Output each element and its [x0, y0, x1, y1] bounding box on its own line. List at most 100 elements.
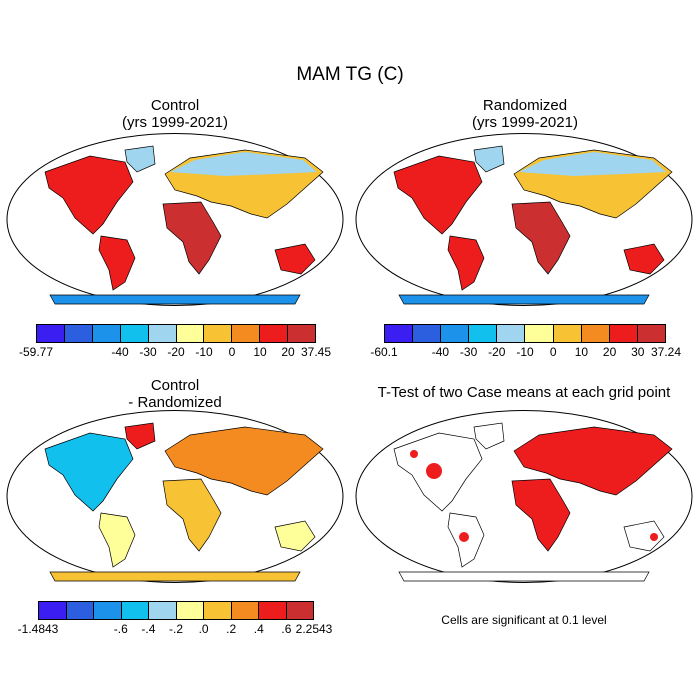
colorbar-tick-label: 30 — [631, 345, 645, 359]
colorbar-tick-label: -40 — [111, 345, 129, 359]
colorbar-tick-label: .2 — [226, 622, 237, 636]
colorbar-swatch — [120, 325, 149, 342]
colorbar-swatch — [148, 325, 177, 342]
colorbar-swatch — [149, 602, 177, 619]
cold-region — [170, 152, 317, 176]
colorbar-tick-label: -40 — [431, 345, 450, 359]
colorbar-swatch — [176, 325, 205, 342]
colorbar-swatch — [286, 602, 313, 619]
randomized-panel-title: Randomized (yrs 1999-2021) — [375, 97, 675, 131]
control-title-line2: (yrs 1999-2021) — [122, 114, 228, 131]
significant-cells — [410, 450, 418, 458]
control-colorbar-ticks: -59.77 -40 -30 -20 -10 0 10 20 37.45 — [19, 345, 331, 361]
colorbar-tick-label: -59.77 — [18, 345, 54, 359]
continent-greenland — [473, 145, 505, 173]
control-colorbar — [36, 324, 316, 343]
colorbar-tick-label: -1.4843 — [17, 622, 59, 636]
continent-north-america — [44, 432, 134, 512]
colorbar-tick-label: -10 — [195, 345, 213, 359]
continent-north-america — [393, 155, 483, 235]
colorbar-swatch — [66, 602, 94, 619]
colorbar-swatch — [92, 325, 121, 342]
continent-australia — [274, 243, 316, 275]
significant-cells — [459, 532, 469, 542]
colorbar-swatch — [637, 325, 665, 342]
significant-cells — [426, 463, 442, 479]
colorbar-tick-label: -20 — [488, 345, 506, 359]
control-temperature-map — [6, 133, 344, 306]
continent-africa — [511, 201, 571, 275]
continent-greenland — [124, 422, 156, 450]
continent-greenland — [124, 145, 156, 173]
continent-greenland — [473, 422, 505, 450]
colorbar-tick-label: .6 — [281, 622, 292, 636]
continent-antarctica — [49, 294, 301, 305]
colorbar-tick-label: 20 — [602, 345, 617, 359]
randomized-title-line2: (yrs 1999-2021) — [472, 114, 578, 131]
colorbar-tick-label: 10 — [253, 345, 267, 359]
colorbar-swatch — [609, 325, 638, 342]
continent-europe-asia — [513, 426, 673, 496]
colorbar-tick-label: 37.45 — [300, 345, 332, 359]
randomized-temperature-map — [355, 133, 693, 306]
colorbar-swatch — [121, 602, 149, 619]
figure-title: MAM TG (C) — [296, 64, 404, 85]
continent-antarctica — [398, 294, 650, 305]
continent-australia — [623, 520, 665, 552]
continent-south-america — [98, 512, 136, 568]
difference-map — [6, 410, 344, 583]
colorbar-tick-label: -.6 — [113, 622, 128, 636]
colorbar-tick-label: 0 — [549, 345, 557, 359]
colorbar-tick-label: -30 — [459, 345, 478, 359]
difference-colorbar-ticks: -1.4843 -.6 -.4 -.2 .0 .2 .4 .6 2.2543 — [18, 622, 333, 638]
difference-title-line1: Control — [150, 377, 200, 394]
cold-region — [519, 152, 666, 176]
continent-australia — [623, 243, 665, 275]
colorbar-swatch — [259, 602, 287, 619]
continent-south-america — [447, 235, 485, 291]
ttest-panel-title: T-Test of two Case means at each grid po… — [377, 384, 671, 401]
colorbar-tick-label: 20 — [281, 345, 295, 359]
colorbar-swatch — [204, 325, 233, 342]
continent-north-america — [44, 155, 134, 235]
colorbar-swatch — [204, 602, 232, 619]
difference-title-line2: - Randomized — [128, 394, 222, 411]
continent-africa — [511, 478, 571, 552]
continent-australia — [274, 520, 316, 552]
colorbar-tick-label: 0 — [228, 345, 236, 359]
control-title-line1: Control — [150, 97, 200, 114]
colorbar-swatch — [413, 325, 442, 342]
colorbar-tick-label: -60.1 — [370, 345, 398, 359]
colorbar-swatch — [37, 325, 65, 342]
continent-antarctica — [398, 571, 650, 582]
colorbar-swatch — [288, 325, 316, 342]
colorbar-tick-label: 10 — [574, 345, 589, 359]
colorbar-tick-label: -30 — [139, 345, 157, 359]
difference-colorbar — [38, 601, 314, 620]
colorbar-tick-label: 37.24 — [650, 345, 682, 359]
colorbar-tick-label: .0 — [198, 622, 209, 636]
continent-africa — [162, 478, 222, 552]
difference-panel-title: Control - Randomized — [25, 377, 325, 411]
control-panel-title: Control (yrs 1999-2021) — [25, 97, 325, 131]
colorbar-tick-label: 2.2543 — [295, 622, 333, 636]
colorbar-swatch — [39, 602, 67, 619]
colorbar-swatch — [385, 325, 414, 342]
ttest-significance-map — [355, 410, 693, 583]
colorbar-swatch — [581, 325, 610, 342]
colorbar-swatch — [497, 325, 526, 342]
randomized-colorbar — [384, 324, 666, 343]
colorbar-swatch — [232, 325, 261, 342]
colorbar-tick-label: -.4 — [141, 622, 156, 636]
colorbar-tick-label: -20 — [167, 345, 185, 359]
colorbar-tick-label: .4 — [253, 622, 264, 636]
significance-note: Cells are significant at 0.1 level — [441, 613, 607, 627]
colorbar-swatch — [176, 602, 204, 619]
randomized-colorbar-ticks: -60.1 -40 -30 -20 -10 0 10 20 30 37.24 — [370, 345, 681, 361]
continent-south-america — [98, 235, 136, 291]
colorbar-tick-label: -.2 — [168, 622, 184, 636]
colorbar-swatch — [64, 325, 93, 342]
colorbar-swatch — [260, 325, 289, 342]
continent-antarctica — [49, 571, 301, 582]
continent-europe-asia — [164, 426, 324, 496]
